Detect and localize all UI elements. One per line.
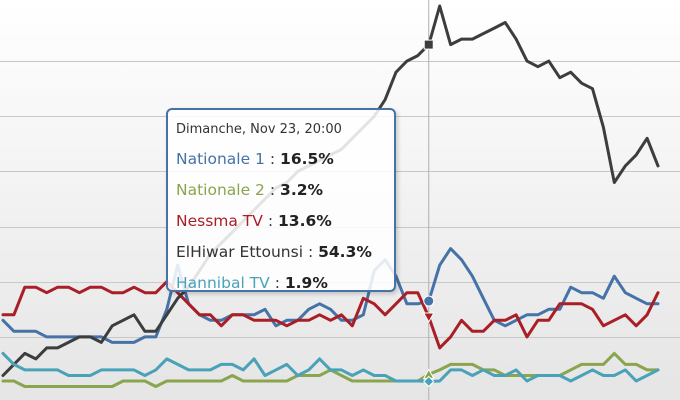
tooltip-row-nationale-1: Nationale 1 : 16.5%: [176, 144, 386, 175]
hover-marker-hannibal-tv: [423, 375, 435, 388]
separator: :: [267, 212, 274, 230]
hover-markers: [422, 39, 435, 388]
tooltip-header: Dimanche, Nov 23, 20:00: [176, 122, 342, 137]
series-value: 1.9%: [284, 274, 328, 292]
series-name: Nessma TV: [176, 212, 263, 230]
tooltip-row-nationale-2: Nationale 2 : 3.2%: [176, 175, 386, 206]
series-name: ElHiwar Ettounsi: [176, 243, 303, 261]
hover-marker-nationale-1: [423, 295, 435, 307]
tooltip-row-elhiwar-ettounsi: ElHiwar Ettounsi : 54.3%: [176, 237, 386, 268]
tooltip-row-hannibal-tv: Hannibal TV : 1.9%: [176, 268, 386, 299]
tooltip: Dimanche, Nov 23, 20:00 Nationale 1 : 16…: [166, 108, 396, 292]
hover-marker-nessma-tv: [422, 312, 435, 324]
series-value: 16.5%: [280, 150, 334, 168]
series-line-nessma-tv: [1, 280, 660, 350]
series-name: Hannibal TV: [176, 274, 270, 292]
series-name: Nationale 2: [176, 181, 265, 199]
hover-marker-elhiwar-ettounsi: [423, 39, 434, 50]
separator: :: [274, 274, 280, 292]
separator: :: [307, 243, 314, 261]
series-line-hannibal-tv: [1, 351, 660, 383]
series-value: 54.3%: [318, 243, 372, 261]
separator: :: [269, 150, 276, 168]
tooltip-row-nessma-tv: Nessma TV : 13.6%: [176, 206, 386, 237]
separator: :: [269, 181, 276, 199]
series-name: Nationale 1: [176, 150, 265, 168]
series-line-nationale-1: [1, 247, 660, 344]
series-value: 3.2%: [280, 181, 324, 199]
series-value: 13.6%: [278, 212, 332, 230]
